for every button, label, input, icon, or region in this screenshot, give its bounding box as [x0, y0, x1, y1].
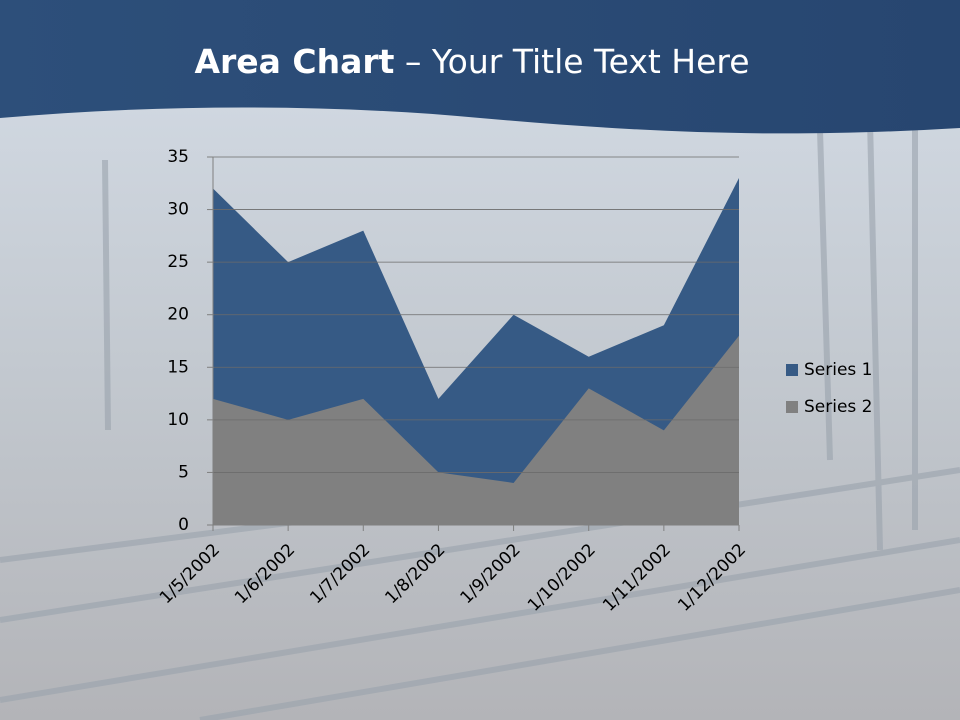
- background-rails: [0, 119, 960, 720]
- legend-label: Series 2: [804, 397, 873, 417]
- area: [213, 335, 739, 525]
- legend-label: Series 1: [804, 360, 873, 380]
- y-tick-label: 25: [167, 252, 189, 272]
- y-tick-label: 15: [167, 357, 189, 377]
- y-tick-label: 20: [167, 305, 189, 325]
- title-bold: Area Chart: [194, 42, 394, 81]
- y-tick-label: 30: [167, 200, 189, 220]
- slide-title: Area Chart – Your Title Text Here: [194, 42, 749, 81]
- legend-swatch: [786, 401, 798, 413]
- y-tick-label: 35: [167, 147, 189, 167]
- y-tick-label: 10: [167, 410, 189, 430]
- title-rest: – Your Title Text Here: [394, 42, 749, 81]
- y-tick-label: 5: [178, 462, 189, 482]
- legend-swatch: [786, 364, 798, 376]
- y-tick-label: 0: [178, 515, 189, 535]
- header-band: [0, 0, 960, 134]
